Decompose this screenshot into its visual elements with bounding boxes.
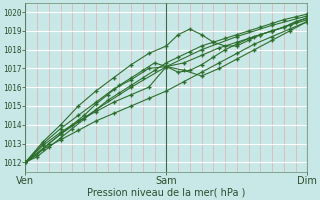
- X-axis label: Pression niveau de la mer( hPa ): Pression niveau de la mer( hPa ): [87, 187, 245, 197]
